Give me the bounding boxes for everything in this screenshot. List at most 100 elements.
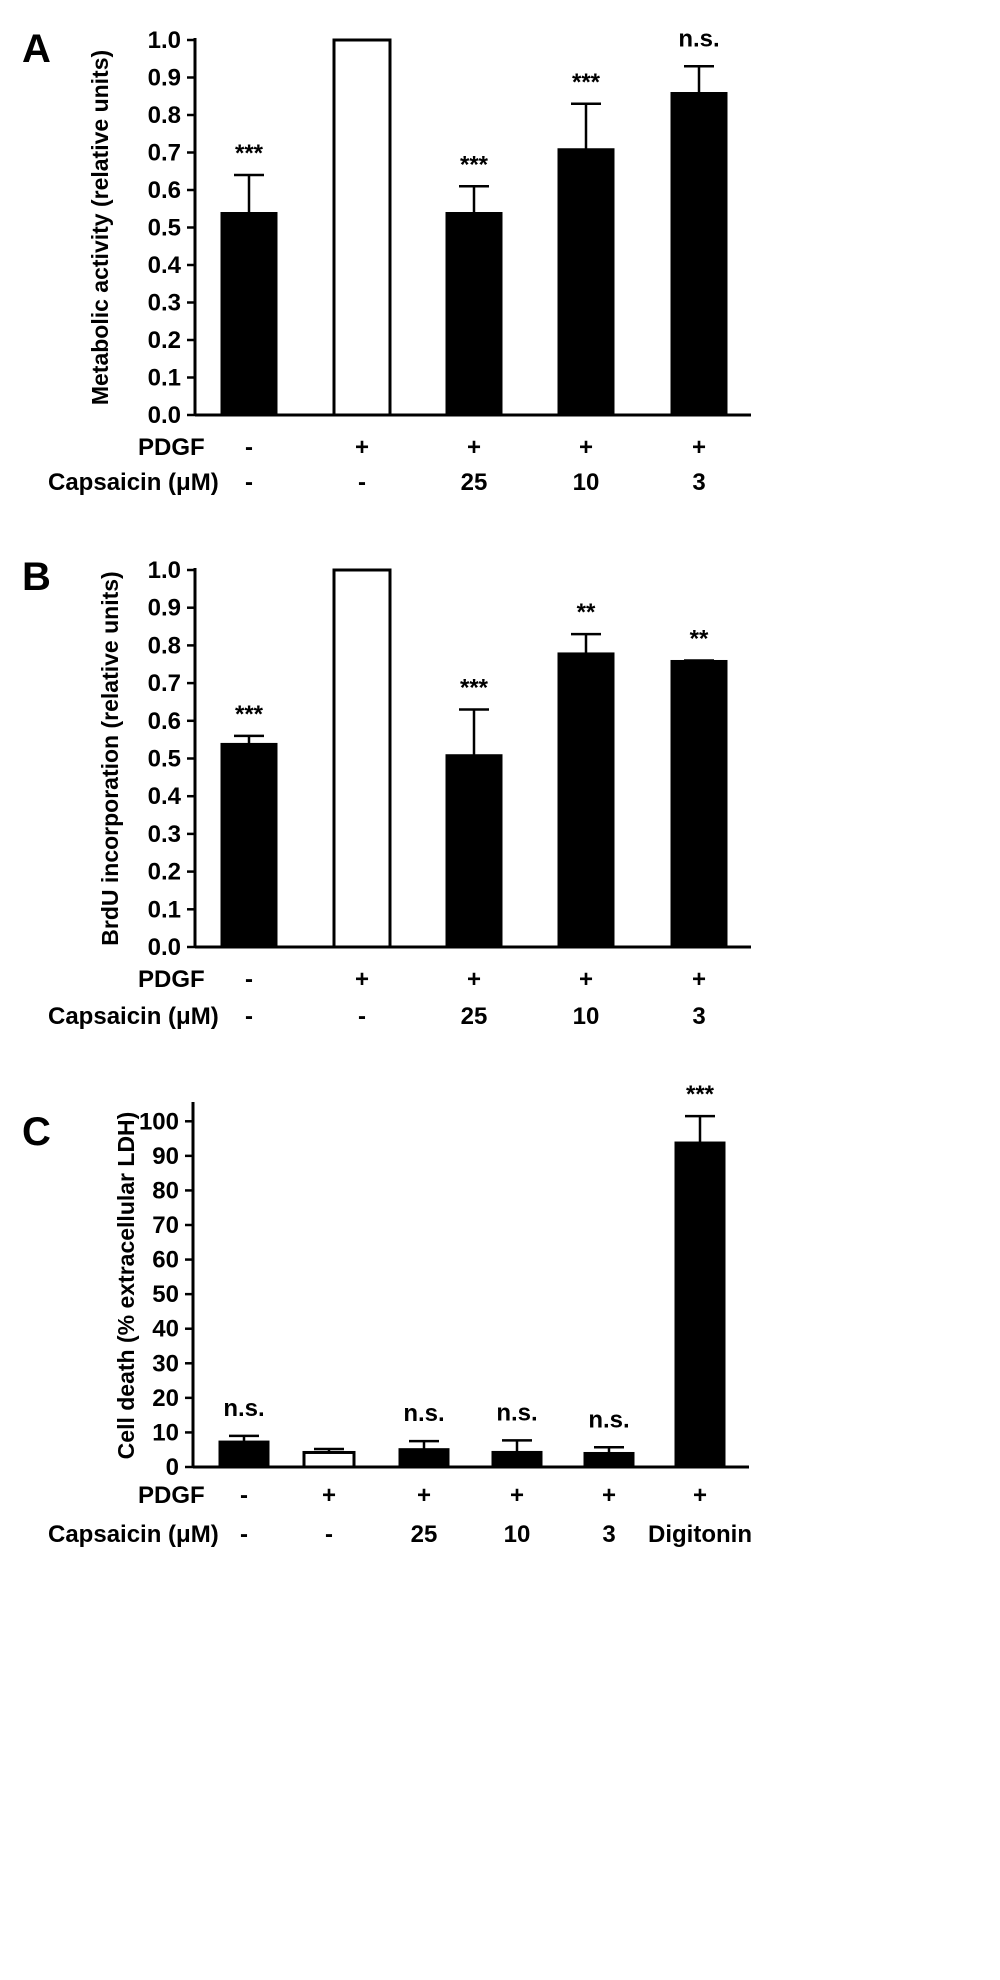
capsaicin-value: - (240, 1521, 248, 1548)
y-tick-label: 0.3 (148, 821, 181, 848)
bar (557, 652, 615, 948)
y-tick-label: 0.5 (148, 215, 181, 242)
pdgf-value: + (692, 966, 706, 993)
capsaicin-value: 10 (504, 1521, 531, 1548)
y-tick-label: 20 (152, 1385, 179, 1412)
bar (557, 148, 615, 416)
capsaicin-value: - (245, 1003, 253, 1030)
significance-label: n.s. (403, 1400, 444, 1427)
bar (332, 568, 392, 949)
y-axis-label: Metabolic activity (relative units) (87, 50, 113, 405)
y-tick-label: 0.2 (148, 327, 181, 354)
significance-label: *** (460, 674, 489, 701)
capsaicin-value: Digitonin (648, 1521, 752, 1548)
pdgf-value: + (579, 434, 593, 461)
bar (398, 1448, 450, 1468)
significance-label: n.s. (496, 1399, 537, 1426)
pdgf-value: - (245, 966, 253, 993)
bar (674, 1141, 726, 1468)
pdgf-value: + (355, 434, 369, 461)
significance-label: n.s. (678, 25, 719, 52)
y-tick-label: 60 (152, 1247, 179, 1274)
panel-a: A 0.0 0.1 0.2 0.3 0.4 0.5 0.6 0.7 0.8 0.9 1.0 Metabo… (22, 25, 751, 496)
y-tick-label: 100 (139, 1108, 179, 1135)
significance-label: ** (577, 599, 596, 626)
y-tick-label: 0.7 (148, 140, 181, 167)
capsaicin-value: 25 (411, 1521, 438, 1548)
pdgf-value: + (693, 1482, 707, 1509)
y-tick-label: 0.8 (148, 632, 181, 659)
capsaicin-value: - (245, 469, 253, 496)
pdgf-value: + (322, 1482, 336, 1509)
pdgf-value: + (510, 1482, 524, 1509)
pdgf-value: + (355, 966, 369, 993)
capsaicin-value: - (325, 1521, 333, 1548)
y-tick-label: 40 (152, 1316, 179, 1343)
capsaicin-value: - (358, 1003, 366, 1030)
significance-label: ** (690, 625, 709, 652)
capsaicin-value: 10 (573, 1003, 600, 1030)
capsaicin-value: 25 (461, 469, 488, 496)
bar (445, 212, 503, 416)
y-tick-label: 80 (152, 1177, 179, 1204)
y-tick-label: 70 (152, 1212, 179, 1239)
panel-letter: B (22, 555, 51, 599)
pdgf-row-label: PDGF (138, 1482, 205, 1509)
capsaicin-value: 25 (461, 1003, 488, 1030)
y-tick-label: 0.4 (148, 252, 182, 279)
pdgf-value: + (467, 434, 481, 461)
y-tick-label: 0.0 (148, 934, 181, 961)
y-tick-label: 0.3 (148, 290, 181, 317)
y-tick-label: 0.0 (148, 402, 181, 429)
significance-label: *** (235, 701, 264, 728)
bar (220, 212, 278, 416)
y-tick-label: 10 (152, 1419, 179, 1446)
y-axis-label: BrdU incorporation (relative units) (97, 571, 123, 945)
y-tick-label: 0.6 (148, 708, 181, 735)
bar (220, 742, 278, 948)
y-tick-label: 90 (152, 1143, 179, 1170)
significance-label: n.s. (588, 1406, 629, 1433)
y-tick-label: 0.4 (148, 783, 182, 810)
bar (491, 1450, 543, 1468)
capsaicin-row-label: Capsaicin (μM) (48, 1003, 219, 1030)
y-tick-label: 0.1 (148, 365, 181, 392)
pdgf-row-label: PDGF (138, 434, 205, 461)
y-tick-label: 0.2 (148, 859, 181, 886)
panel-b: B 0.0 0.1 0.2 0.3 0.4 0.5 0.6 0.7 0.8 0.9 1.0 BrdU i… (22, 555, 751, 1030)
pdgf-value: + (602, 1482, 616, 1509)
capsaicin-value: 3 (692, 469, 705, 496)
y-tick-label: 1.0 (148, 27, 181, 54)
bar (445, 754, 503, 948)
pdgf-value: - (240, 1482, 248, 1509)
y-tick-label: 0 (166, 1454, 179, 1481)
bar (302, 1450, 356, 1469)
y-axis-label: Cell death (% extracellular LDH) (113, 1112, 139, 1460)
significance-label: *** (572, 69, 601, 96)
capsaicin-value: 3 (602, 1521, 615, 1548)
capsaicin-value: - (358, 469, 366, 496)
y-tick-label: 30 (152, 1350, 179, 1377)
significance-label: *** (686, 1081, 715, 1108)
y-tick-label: 50 (152, 1281, 179, 1308)
pdgf-value: + (579, 966, 593, 993)
capsaicin-row-label: Capsaicin (μM) (48, 1521, 219, 1548)
bar (583, 1451, 635, 1468)
bar (670, 659, 728, 948)
pdgf-value: + (467, 966, 481, 993)
pdgf-value: + (692, 434, 706, 461)
panel-letter: C (22, 1110, 51, 1154)
pdgf-value: + (417, 1482, 431, 1509)
significance-label: *** (235, 140, 264, 167)
y-tick-label: 0.7 (148, 670, 181, 697)
y-tick-label: 0.9 (148, 65, 181, 92)
pdgf-value: - (245, 434, 253, 461)
capsaicin-value: 10 (573, 469, 600, 496)
capsaicin-row-label: Capsaicin (μM) (48, 469, 219, 496)
significance-label: *** (460, 151, 489, 178)
bar (670, 92, 728, 416)
y-tick-label: 1.0 (148, 557, 181, 584)
y-tick-label: 0.8 (148, 102, 181, 129)
